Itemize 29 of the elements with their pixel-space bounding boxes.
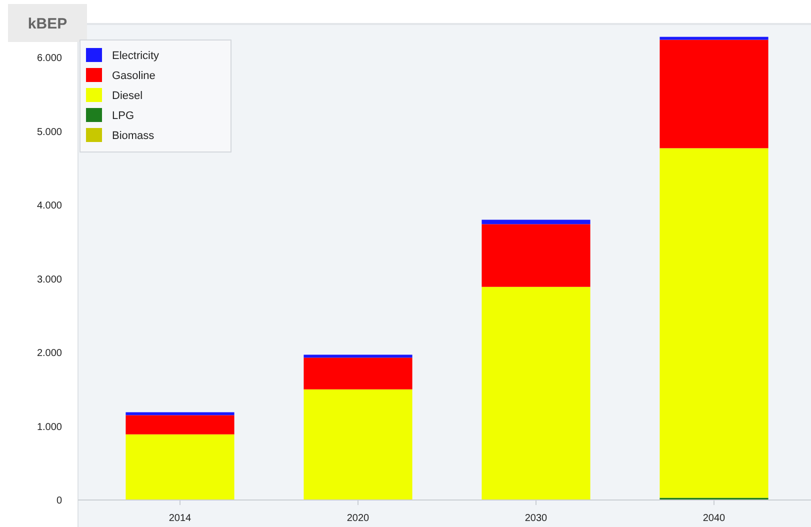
bar: [304, 354, 412, 358]
legend-label: Electricity: [112, 50, 160, 62]
y-tick-label: 2.000: [36, 348, 62, 359]
y-tick-label: 3.000: [36, 274, 62, 286]
x-tick-label: 2020: [346, 513, 370, 524]
bar: [126, 434, 234, 500]
bar: [304, 389, 412, 500]
y-tick-label: 0: [56, 496, 62, 506]
legend-label: Gasoline: [112, 70, 156, 82]
x-tick-label: 2030: [524, 513, 548, 524]
bar: [660, 40, 768, 148]
y-tick-label: 4.000: [36, 200, 62, 212]
legend-label: Biomass: [112, 130, 155, 142]
bar: [482, 220, 590, 224]
bar: [482, 286, 590, 500]
y-tick-label: 5.000: [36, 126, 62, 138]
legend-label: Diesel: [112, 90, 143, 102]
x-tick-label: 2040: [702, 513, 726, 524]
bar: [660, 148, 768, 498]
bar: [660, 36, 768, 40]
bar: [126, 412, 234, 416]
bar: [482, 224, 590, 287]
legend-label: LPG: [112, 110, 134, 122]
bar: [126, 415, 234, 434]
y-tick-label: 1.000: [36, 422, 62, 433]
y-axis-title: kBEP: [28, 15, 68, 32]
y-tick-label: 6.000: [36, 53, 62, 64]
x-tick-label: 2014: [168, 513, 192, 524]
bar: [304, 358, 412, 390]
